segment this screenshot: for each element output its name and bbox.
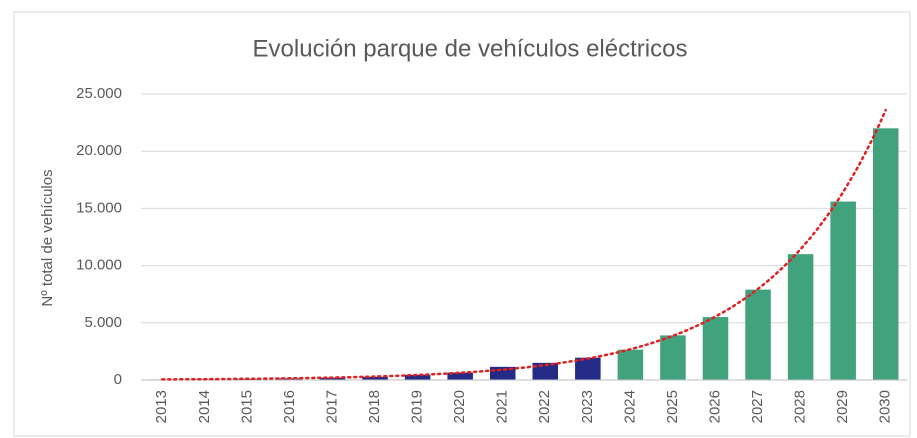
chart-title: Evolución parque de vehículos eléctricos: [253, 35, 688, 62]
bar: [319, 377, 346, 380]
bar: [745, 289, 771, 380]
x-tick-label: 2018: [366, 390, 383, 423]
bar: [532, 362, 559, 380]
bar: [830, 201, 856, 380]
chart-frame: [13, 11, 911, 437]
bar: [617, 349, 644, 380]
bar: [575, 357, 601, 380]
x-tick-label: 2030: [877, 390, 894, 423]
x-tick-label: 2021: [494, 390, 511, 423]
y-tick-label: 20.000: [76, 142, 122, 159]
y-tick-label: 15.000: [76, 199, 122, 216]
bar: [702, 317, 729, 380]
x-tick-label: 2024: [621, 390, 638, 423]
x-tick-label: 2016: [281, 390, 298, 423]
x-tick-label: 2013: [153, 390, 170, 423]
y-axis-title: Nº total de vehículos: [39, 169, 56, 306]
x-tick-label: 2029: [834, 390, 851, 423]
bar: [489, 366, 516, 380]
x-tick-label: 2019: [409, 390, 426, 423]
y-tick-label: 0: [114, 371, 122, 388]
x-tick-label: 2022: [536, 390, 553, 423]
y-tick-label: 10.000: [76, 257, 122, 274]
trendline: [161, 108, 887, 381]
x-tick-label: 2027: [749, 390, 766, 423]
y-tick-label: 25.000: [76, 85, 122, 102]
bar: [362, 376, 388, 380]
bar: [872, 128, 899, 380]
x-tick-label: 2020: [451, 390, 468, 423]
bar: [787, 254, 814, 380]
x-tick-label: 2014: [196, 390, 213, 423]
bar: [404, 374, 431, 380]
x-tick-label: 2015: [238, 390, 255, 423]
x-tick-label: 2017: [323, 390, 340, 423]
bar: [447, 372, 473, 380]
x-tick-label: 2028: [792, 390, 809, 423]
x-tick-label: 2026: [706, 390, 723, 423]
x-tick-label: 2023: [579, 390, 596, 423]
y-tick-label: 5.000: [84, 314, 122, 331]
x-tick-label: 2025: [664, 390, 681, 423]
bar: [660, 335, 686, 380]
